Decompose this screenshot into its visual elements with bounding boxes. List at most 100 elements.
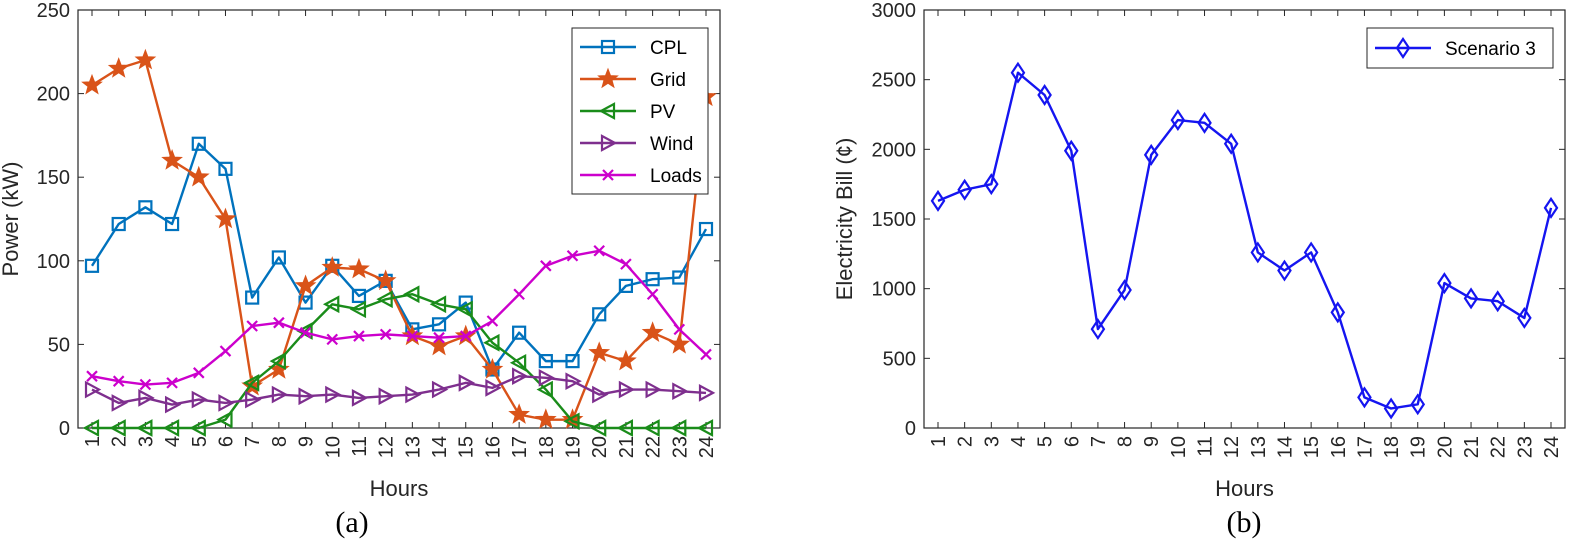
legend: Scenario 3	[1366, 27, 1554, 69]
data-point	[162, 419, 180, 437]
x-tick-label: 24	[1541, 436, 1563, 458]
y-tick-label: 50	[48, 334, 70, 356]
x-tick-label: 9	[1141, 436, 1163, 447]
x-tick-label: 22	[1488, 436, 1510, 458]
data-point	[512, 325, 527, 340]
data-point	[242, 374, 260, 392]
data-point	[193, 367, 205, 379]
y-axis-label: Electricity Bill (¢)	[832, 138, 857, 301]
data-point	[82, 419, 100, 437]
x-tick-label: 17	[509, 436, 531, 458]
data-point	[1383, 397, 1399, 420]
data-point	[218, 394, 235, 412]
x-tick-label: 7	[242, 436, 264, 447]
x-tick-label: 13	[402, 436, 424, 458]
data-point	[672, 382, 689, 401]
x-tick-label: 5	[189, 436, 211, 447]
panel-caption: (b)	[1227, 506, 1262, 539]
legend-label: Scenario 3	[1445, 39, 1536, 60]
data-point	[245, 390, 262, 409]
data-point	[563, 412, 580, 431]
data-point	[592, 307, 607, 322]
x-tick-label: 12	[1221, 436, 1243, 458]
x-tick-label: 5	[1035, 436, 1057, 447]
data-point	[139, 378, 152, 391]
data-point	[669, 419, 687, 437]
data-point	[538, 354, 553, 369]
x-tick-label: 1	[82, 436, 104, 447]
data-point	[673, 323, 686, 336]
x-tick-label: 21	[616, 436, 638, 458]
y-tick-label: 2000	[872, 139, 917, 161]
data-point	[326, 333, 339, 346]
data-point	[187, 165, 210, 187]
data-point	[672, 270, 687, 285]
data-point	[219, 345, 232, 357]
data-point	[321, 256, 344, 277]
data-point	[1197, 111, 1212, 134]
y-tick-label: 3000	[872, 0, 917, 22]
data-point	[618, 278, 634, 293]
x-tick-label: 3	[981, 436, 1003, 447]
legend-marker	[1395, 37, 1411, 59]
data-point	[245, 290, 260, 305]
data-point	[325, 385, 342, 404]
series-line	[90, 142, 708, 371]
data-point	[641, 321, 664, 342]
y-axis-label: Power (kW)	[0, 162, 23, 277]
data-point	[161, 149, 183, 170]
data-point	[246, 320, 258, 332]
legend-marker	[598, 102, 616, 120]
data-point	[565, 354, 580, 369]
y-tick-label: 1000	[872, 279, 917, 301]
x-tick-label: 23	[669, 436, 691, 458]
y-tick-label: 250	[37, 0, 70, 22]
data-point	[930, 189, 946, 212]
data-point	[138, 200, 153, 215]
panel-caption: (a)	[335, 506, 368, 539]
x-tick-label: 2	[955, 436, 977, 447]
x-tick-label: 16	[1328, 436, 1350, 458]
data-point	[431, 380, 449, 399]
data-point	[164, 395, 182, 414]
data-point	[351, 389, 369, 407]
data-point	[431, 317, 447, 332]
y-tick-label: 500	[883, 348, 916, 370]
x-tick-label: 10	[322, 436, 344, 458]
data-point	[379, 328, 392, 341]
x-tick-label: 6	[1061, 436, 1083, 447]
data-point	[1303, 241, 1319, 264]
legend-label: PV	[650, 102, 676, 123]
x-tick-label: 10	[1168, 436, 1190, 458]
data-point	[589, 419, 607, 437]
x-tick-label: 15	[1301, 436, 1323, 458]
data-point	[294, 274, 317, 296]
data-point	[1277, 259, 1292, 282]
x-tick-label: 8	[1115, 436, 1137, 447]
series-wind	[84, 367, 716, 414]
y-tick-label: 100	[37, 251, 70, 273]
data-point	[513, 288, 525, 301]
data-point	[376, 290, 393, 309]
legend-marker	[600, 39, 616, 55]
data-point	[512, 367, 529, 386]
y-tick-label: 0	[905, 418, 916, 440]
x-tick-label: 24	[696, 436, 718, 458]
data-point	[299, 326, 312, 339]
x-tick-label: 6	[215, 436, 237, 447]
data-point	[481, 358, 504, 379]
data-point	[351, 288, 367, 304]
data-point	[615, 349, 637, 371]
data-point	[483, 333, 500, 352]
data-point	[138, 389, 155, 407]
x-tick-label: 20	[1434, 436, 1456, 458]
data-point	[616, 419, 634, 437]
legend-label: Grid	[650, 70, 686, 91]
data-point	[191, 390, 209, 409]
data-point	[218, 161, 233, 176]
data-point	[214, 207, 237, 229]
data-point	[136, 419, 153, 437]
x-tick-label: 17	[1354, 436, 1376, 458]
